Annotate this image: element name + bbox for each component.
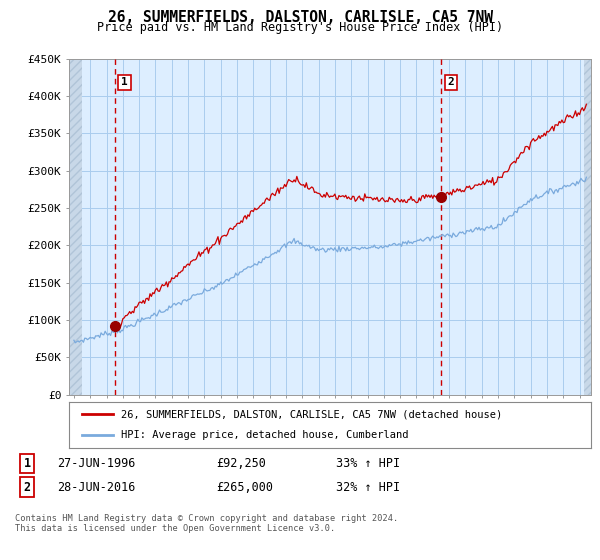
Text: £92,250: £92,250 (216, 457, 266, 470)
Bar (69, 59, 82, 395)
Text: 28-JUN-2016: 28-JUN-2016 (57, 480, 136, 494)
Text: £265,000: £265,000 (216, 480, 273, 494)
Text: 1: 1 (23, 457, 31, 470)
Text: Contains HM Land Registry data © Crown copyright and database right 2024.
This d: Contains HM Land Registry data © Crown c… (15, 514, 398, 534)
Text: 26, SUMMERFIELDS, DALSTON, CARLISLE, CA5 7NW: 26, SUMMERFIELDS, DALSTON, CARLISLE, CA5… (107, 10, 493, 25)
Text: 2: 2 (23, 480, 31, 494)
Text: 2: 2 (447, 77, 454, 87)
Text: HPI: Average price, detached house, Cumberland: HPI: Average price, detached house, Cumb… (121, 431, 409, 441)
Text: 1: 1 (121, 77, 128, 87)
Text: Price paid vs. HM Land Registry's House Price Index (HPI): Price paid vs. HM Land Registry's House … (97, 21, 503, 34)
Text: 33% ↑ HPI: 33% ↑ HPI (336, 457, 400, 470)
Bar (584, 59, 591, 395)
Text: 26, SUMMERFIELDS, DALSTON, CARLISLE, CA5 7NW (detached house): 26, SUMMERFIELDS, DALSTON, CARLISLE, CA5… (121, 409, 502, 419)
Text: 27-JUN-1996: 27-JUN-1996 (57, 457, 136, 470)
Text: 32% ↑ HPI: 32% ↑ HPI (336, 480, 400, 494)
